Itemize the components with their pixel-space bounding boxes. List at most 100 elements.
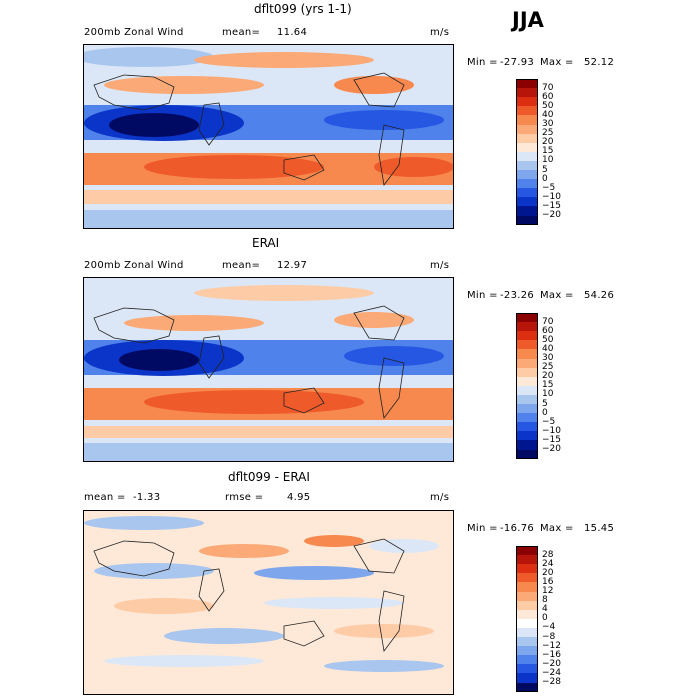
colorbar-tick-label: 60 xyxy=(542,91,554,102)
panel1-title: dflt099 (yrs 1-1) xyxy=(254,2,352,16)
colorbar-swatch xyxy=(516,367,538,378)
panel1-max-value: 52.12 xyxy=(584,57,615,68)
colorbar-swatch xyxy=(516,115,538,125)
colorbar-swatch xyxy=(516,124,538,135)
colorbar-tick-label: 4 xyxy=(542,604,548,615)
panel1-mean-label: mean= xyxy=(222,27,261,38)
colorbar-swatch xyxy=(516,376,538,387)
colorbar-swatch xyxy=(516,160,538,171)
colorbar-tick-label: 0 xyxy=(542,407,548,418)
colorbar-swatch xyxy=(516,546,538,556)
colorbar-tick-label: 70 xyxy=(542,82,554,93)
colorbar-swatch xyxy=(516,440,538,450)
panel3-units: m/s xyxy=(430,492,450,503)
panel3-max-value: 15.45 xyxy=(584,523,615,534)
panel2-min-value: -23.26 xyxy=(500,290,535,301)
colorbar-swatch xyxy=(516,646,538,656)
colorbar-tick-label: −20 xyxy=(542,444,561,454)
colorbar-swatch xyxy=(516,206,538,216)
colorbar-swatch xyxy=(516,88,538,98)
colorbar-tick-label: −20 xyxy=(542,210,561,220)
colorbar-tick-label: 8 xyxy=(542,595,548,606)
colorbar-tick-label: 20 xyxy=(542,137,554,148)
colorbar-swatch xyxy=(516,564,538,574)
panel2-mean-value: 12.97 xyxy=(277,260,308,271)
season-label: JJA xyxy=(512,8,544,32)
panel3-rmse-label: rmse = xyxy=(225,492,264,503)
panel2-units: m/s xyxy=(430,260,450,271)
colorbar-tick-label: 20 xyxy=(542,371,554,382)
colorbar-tick-label: 10 xyxy=(542,155,554,166)
colorbar-swatch xyxy=(516,431,538,441)
panel3-max-label: Max = xyxy=(540,523,574,534)
colorbar-tick-label: 40 xyxy=(542,343,554,354)
panel1-units: m/s xyxy=(430,27,450,38)
colorbar-swatch xyxy=(516,664,538,674)
colorbar-swatch xyxy=(516,627,538,638)
colorbar-tick-label: 16 xyxy=(542,576,554,587)
panel3-map-svg xyxy=(84,511,453,694)
colorbar-tick-label: 5 xyxy=(542,398,548,409)
colorbar-swatch xyxy=(516,404,538,414)
colorbar-swatch xyxy=(516,682,538,693)
colorbar-swatch xyxy=(516,151,538,162)
colorbar-swatch xyxy=(516,673,538,683)
colorbar-swatch xyxy=(516,197,538,207)
colorbar-swatch xyxy=(516,385,538,396)
colorbar-swatch xyxy=(516,394,538,405)
colorbar-tick-label: −5 xyxy=(542,416,556,427)
colorbar-tick-label: 24 xyxy=(542,558,554,569)
colorbar-tick-label: −8 xyxy=(542,631,556,642)
colorbar-swatch xyxy=(516,133,538,144)
colorbar-swatch xyxy=(516,322,538,332)
colorbar-swatch xyxy=(516,215,538,226)
colorbar-tick-label: 30 xyxy=(542,353,554,363)
panel2-title: ERAI xyxy=(252,236,280,250)
colorbar-tick-label: 50 xyxy=(542,100,554,111)
colorbar-swatch xyxy=(516,609,538,620)
panel2-max-value: 54.26 xyxy=(584,290,615,301)
panel1-variable-label: 200mb Zonal Wind xyxy=(84,27,184,38)
colorbar-tick-label: −16 xyxy=(542,649,561,660)
colorbar-tick-label: 60 xyxy=(542,325,554,336)
colorbar-swatch xyxy=(516,358,538,369)
colorbar-tick-label: −24 xyxy=(542,667,561,678)
colorbar-swatch xyxy=(516,97,538,107)
colorbar-tick-label: 70 xyxy=(542,316,554,327)
panel2-variable-label: 200mb Zonal Wind xyxy=(84,260,184,271)
colorbar-tick-label: 12 xyxy=(542,586,554,596)
panel2-map xyxy=(83,277,454,462)
panel2-map-svg xyxy=(84,278,453,461)
colorbar-tick-label: −4 xyxy=(542,622,556,633)
colorbar-swatch xyxy=(516,573,538,583)
colorbar-swatch xyxy=(516,331,538,341)
panel3-title: dflt099 - ERAI xyxy=(228,470,310,484)
colorbar-tick-label: 40 xyxy=(542,109,554,120)
panel3-mean-label: mean = xyxy=(84,492,126,503)
panel3-min-value: -16.76 xyxy=(500,523,535,534)
colorbar-swatch xyxy=(516,600,538,611)
colorbar-tick-label: −28 xyxy=(542,677,561,687)
colorbar-swatch xyxy=(516,422,538,432)
colorbar-swatch xyxy=(516,79,538,89)
panel1-mean-value: 11.64 xyxy=(277,27,308,38)
colorbar-swatch xyxy=(516,340,538,350)
panel3-mean-value: -1.33 xyxy=(133,492,161,503)
colorbar-swatch xyxy=(516,582,538,592)
colorbar-tick-label: −10 xyxy=(542,191,561,202)
colorbar-swatch xyxy=(516,313,538,323)
colorbar-swatch xyxy=(516,637,538,647)
colorbar-tick-label: 28 xyxy=(542,549,554,560)
colorbar-swatch xyxy=(516,655,538,665)
colorbar-tick-label: 15 xyxy=(542,380,554,391)
colorbar-tick-label: 50 xyxy=(542,334,554,345)
colorbar-swatch xyxy=(516,106,538,116)
colorbar-swatch xyxy=(516,555,538,565)
colorbar-swatch xyxy=(516,349,538,359)
colorbar-tick-label: 30 xyxy=(542,119,554,129)
panel2-max-label: Max = xyxy=(540,290,574,301)
colorbar-tick-label: 20 xyxy=(542,567,554,578)
colorbar-swatch xyxy=(516,188,538,198)
panel1-min-label: Min = xyxy=(467,57,498,68)
colorbar-tick-label: 0 xyxy=(542,613,548,624)
